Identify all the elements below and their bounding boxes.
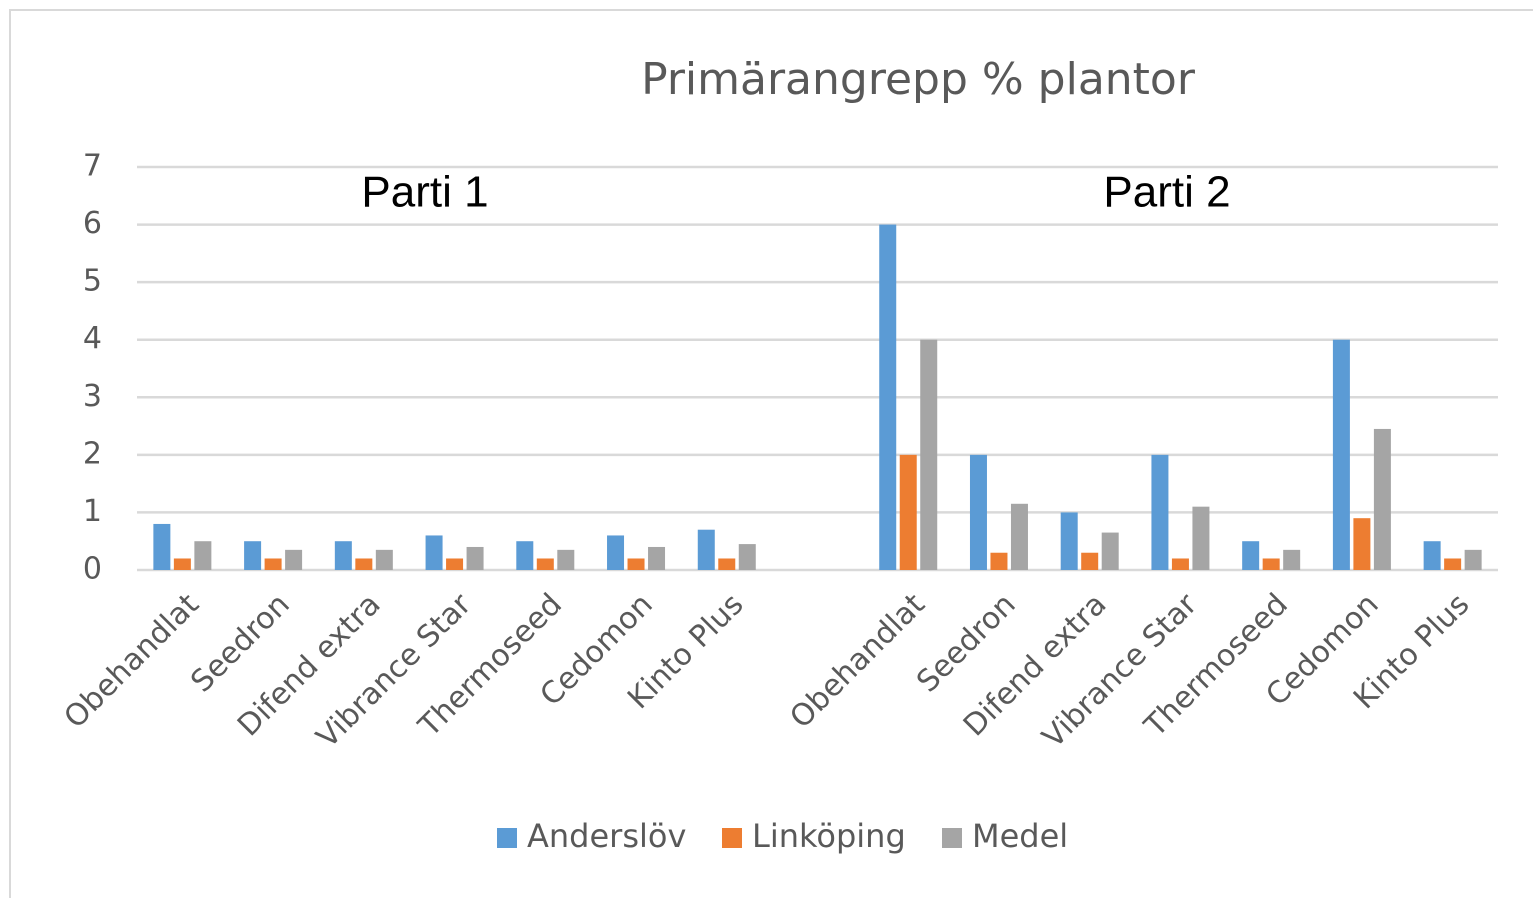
legend-swatch: [942, 828, 962, 848]
bar: [1192, 506, 1210, 570]
bar: [1010, 503, 1028, 570]
bar: [1444, 558, 1462, 570]
bar: [173, 558, 191, 570]
legend-label: Linköping: [752, 817, 906, 855]
bar: [557, 549, 575, 570]
bar: [1464, 549, 1482, 570]
y-tick-label: 1: [83, 494, 102, 529]
bar: [1060, 512, 1078, 570]
bar: [1242, 541, 1260, 570]
bar: [516, 541, 534, 570]
bar: [648, 546, 666, 570]
y-tick-label: 5: [83, 264, 102, 299]
bar: [697, 529, 715, 570]
y-tick-label: 6: [83, 206, 102, 241]
bar: [1081, 552, 1099, 570]
annotation: Parti 2: [1103, 168, 1230, 217]
bar: [446, 558, 464, 570]
bar: [244, 541, 262, 570]
bar: [1151, 454, 1169, 570]
chart-title: Primärangrepp % plantor: [641, 54, 1196, 105]
bar: [920, 339, 938, 570]
y-tick-label: 0: [83, 552, 102, 587]
bar: [969, 454, 987, 570]
bar: [607, 535, 625, 570]
bar: [153, 523, 171, 570]
bar: [355, 558, 373, 570]
bar: [285, 549, 303, 570]
bar: [1262, 558, 1280, 570]
bar: [1423, 541, 1441, 570]
legend-swatch: [497, 828, 517, 848]
bar: [899, 454, 917, 570]
bar: [627, 558, 645, 570]
y-tick-label: 4: [83, 321, 102, 356]
y-tick-label: 3: [83, 379, 102, 414]
chart-frame: [9, 9, 1533, 903]
bar: [1283, 549, 1301, 570]
bar: [1332, 339, 1350, 570]
bar: [738, 544, 756, 570]
bar: [1171, 558, 1189, 570]
bar: [194, 541, 212, 570]
annotation: Parti 1: [361, 168, 488, 217]
legend-label: Medel: [972, 817, 1068, 855]
bar: [375, 549, 393, 570]
y-tick-label: 2: [83, 436, 102, 471]
y-tick-label: 7: [83, 149, 102, 184]
legend-label: Anderslöv: [527, 817, 686, 855]
bar: [334, 541, 352, 570]
bar: [264, 558, 282, 570]
bar: [1373, 428, 1391, 570]
bar: [990, 552, 1008, 570]
bar: [425, 535, 443, 570]
bar: [1101, 532, 1119, 570]
bar: [718, 558, 736, 570]
bar: [879, 224, 897, 571]
bar: [536, 558, 554, 570]
legend-swatch: [722, 828, 742, 848]
bar: [1353, 518, 1371, 570]
bar: [466, 546, 484, 570]
